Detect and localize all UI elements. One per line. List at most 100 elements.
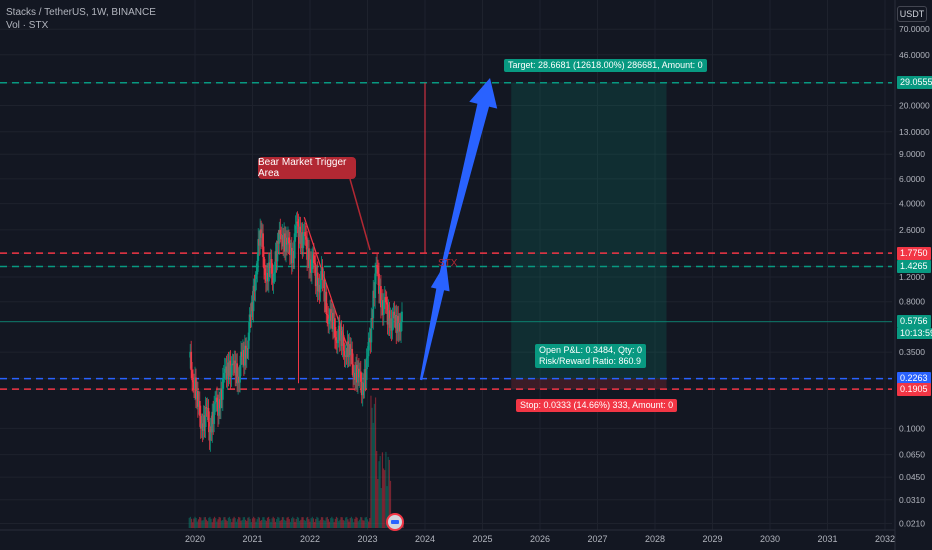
candle-body xyxy=(346,341,349,357)
volume-bar xyxy=(342,520,344,528)
blue-arrow-upper xyxy=(439,78,498,276)
volume-bar xyxy=(243,517,246,528)
candle-body xyxy=(328,318,331,324)
volume-bar xyxy=(264,519,266,528)
candle-body xyxy=(369,337,372,343)
candle-body xyxy=(358,371,361,378)
volume-bar xyxy=(265,520,267,528)
time-axis[interactable]: 2020 2021 2022 2023 2024 2025 2026 2027 2028 2029… xyxy=(0,529,895,544)
volume-bar xyxy=(372,422,374,528)
candle-body xyxy=(263,256,265,269)
candle-body xyxy=(345,355,348,357)
drawings xyxy=(298,82,426,384)
volume-bar xyxy=(195,518,197,528)
volume-bar xyxy=(300,519,302,528)
price-tick-label: 0.0210 xyxy=(899,519,925,529)
volume-bar xyxy=(389,480,392,528)
candle-body xyxy=(244,345,247,359)
candle-body xyxy=(360,381,363,396)
candle-body xyxy=(342,335,345,351)
candle-body xyxy=(197,400,200,407)
candle-body xyxy=(204,407,207,428)
volume-bar xyxy=(287,516,289,528)
volume-bar xyxy=(326,516,328,528)
volume-bar xyxy=(388,459,390,528)
volume-bar xyxy=(305,517,308,528)
volume-bar xyxy=(354,518,356,528)
volume-bar xyxy=(271,518,273,528)
candle-body xyxy=(386,304,389,325)
volume-bar xyxy=(322,517,324,528)
volume-bar xyxy=(291,518,293,528)
volume-bar xyxy=(360,517,362,528)
candle-body xyxy=(237,376,240,384)
time-tick-label: 2023 xyxy=(357,534,377,544)
candle-body xyxy=(318,285,321,293)
candle-body xyxy=(259,229,262,246)
volume-bar xyxy=(346,516,348,528)
candle-body xyxy=(269,259,272,268)
volume-bar xyxy=(310,518,312,528)
candle-body xyxy=(219,399,221,409)
volume-bar xyxy=(318,521,320,528)
volume-indicator-label[interactable]: Vol · STX xyxy=(6,20,49,31)
candle-body xyxy=(222,372,225,379)
candle-body xyxy=(373,290,376,298)
candle-body xyxy=(321,267,324,281)
volume-bar xyxy=(192,522,194,528)
candle-body xyxy=(270,259,273,274)
candle-body xyxy=(388,310,391,328)
volume-bar xyxy=(236,519,239,528)
candle-body xyxy=(337,325,340,340)
candle-body xyxy=(349,344,352,356)
volume-bar xyxy=(235,521,237,528)
volume-bar xyxy=(338,521,340,528)
volume-bar xyxy=(304,520,306,528)
tradingview-logo-icon[interactable] xyxy=(386,513,404,531)
target-callout: Target: 28.6681 (12618.00%) 286681, Amou… xyxy=(504,58,707,72)
volume-bar xyxy=(242,517,244,528)
volume-bar xyxy=(377,478,379,528)
volume-bar xyxy=(201,520,203,528)
volume-bar xyxy=(233,516,235,528)
time-tick-label: 2022 xyxy=(300,534,320,544)
volume-bars xyxy=(188,395,404,528)
volume-bar xyxy=(279,520,281,528)
candle-body xyxy=(290,247,293,264)
volume-bar xyxy=(379,455,381,528)
candle-body xyxy=(209,426,212,441)
candle-body xyxy=(343,350,346,357)
candle-body xyxy=(397,315,400,332)
volume-bar xyxy=(376,451,378,528)
candle-body xyxy=(260,229,263,238)
candle-body xyxy=(303,232,306,234)
candle-body xyxy=(379,286,381,294)
candle-body xyxy=(285,237,287,252)
candle-body xyxy=(399,322,401,332)
price-tick-label: 0.0450 xyxy=(899,472,925,482)
price-tick-label: 0.8000 xyxy=(899,297,925,307)
volume-bar xyxy=(222,520,224,528)
candle-body xyxy=(297,223,300,238)
bear-market-callout: Bear Market Trigger Area xyxy=(258,157,356,179)
candle-body xyxy=(330,309,332,321)
candle-body xyxy=(211,411,214,433)
candle-body xyxy=(335,340,338,344)
candle-body xyxy=(367,342,370,357)
candle-body xyxy=(194,377,196,389)
candle-body xyxy=(268,262,271,268)
candle-body xyxy=(214,402,217,404)
price-tag-0-2263: 0.2263 xyxy=(897,372,931,386)
candle-body xyxy=(240,351,242,365)
candle-body xyxy=(348,344,351,358)
symbol-title[interactable]: Stacks / TetherUS, 1W, BINANCE xyxy=(6,7,156,18)
candle-body xyxy=(228,360,231,376)
volume-bar xyxy=(278,517,280,528)
candle-body xyxy=(362,382,365,389)
candle-body xyxy=(394,314,397,319)
candle-body xyxy=(361,382,364,396)
candle-body xyxy=(351,348,354,365)
price-unit-badge[interactable]: USDT xyxy=(897,6,927,22)
candle-body xyxy=(236,363,239,384)
